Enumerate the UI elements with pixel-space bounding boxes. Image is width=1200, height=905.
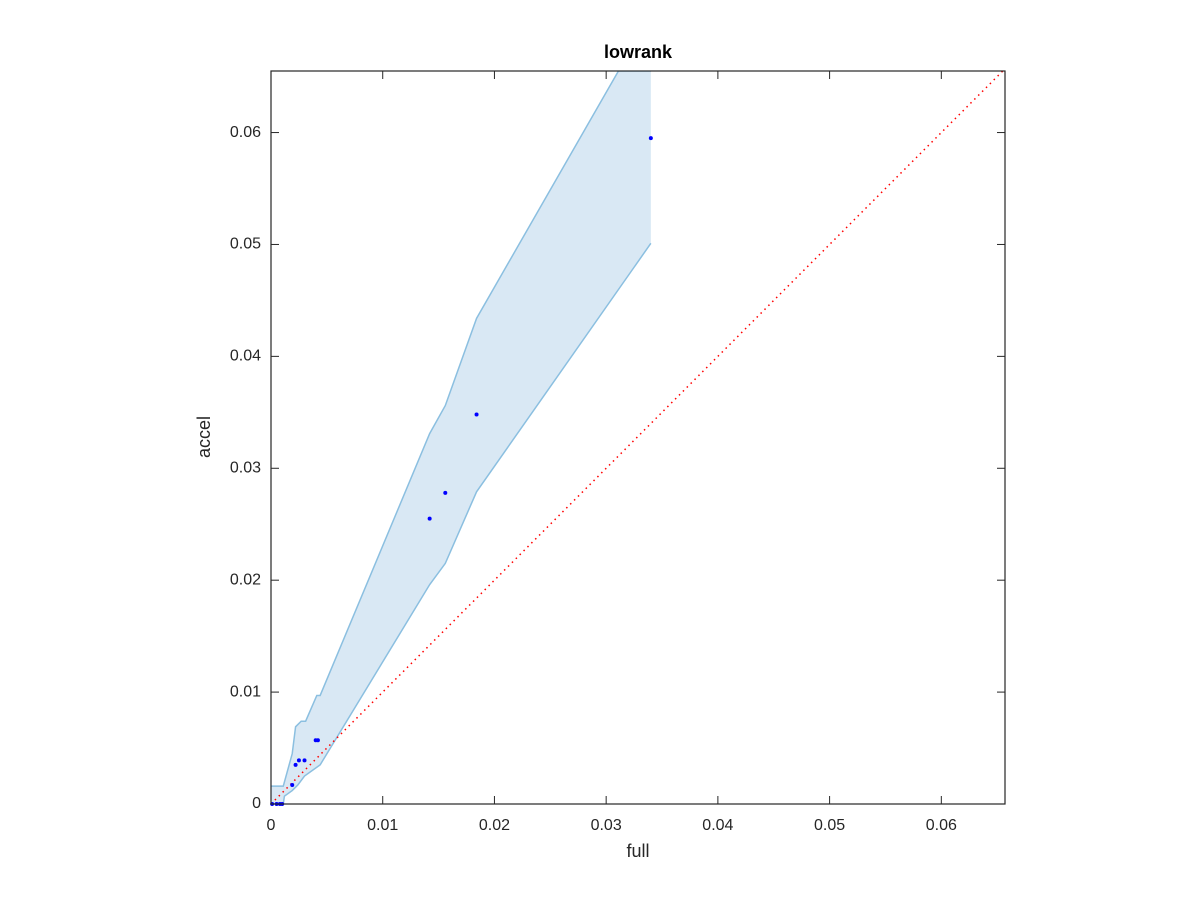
y-tick-label: 0.05 xyxy=(230,236,261,253)
point xyxy=(313,738,318,743)
x-tick-label: 0.01 xyxy=(367,817,398,834)
y-tick-label: 0.01 xyxy=(230,683,261,700)
band-lower xyxy=(271,242,652,804)
chart-title: lowrank xyxy=(604,42,673,62)
x-tick-label: 0.06 xyxy=(926,817,957,834)
band-fill xyxy=(271,71,651,804)
y-tick-label: 0.02 xyxy=(230,571,261,588)
y-tick-label: 0.06 xyxy=(230,124,261,141)
x-tick-label: 0.03 xyxy=(591,817,622,834)
x-tick-label: 0.05 xyxy=(814,817,845,834)
point xyxy=(474,412,479,417)
point xyxy=(290,782,295,787)
y-tick-label: 0.04 xyxy=(230,348,261,365)
point xyxy=(302,758,307,763)
x-tick-label: 0 xyxy=(267,817,276,834)
point xyxy=(293,762,298,767)
x-tick-label: 0.04 xyxy=(702,817,733,834)
reference-line xyxy=(270,70,1004,805)
y-tick-label: 0.03 xyxy=(230,459,261,476)
y-tick-label: 0 xyxy=(252,795,261,812)
point xyxy=(427,516,432,521)
point xyxy=(648,136,653,141)
x-tick-label: 0.02 xyxy=(479,817,510,834)
x-axis-label: full xyxy=(626,841,649,861)
point xyxy=(443,490,448,495)
plot-frame xyxy=(270,70,1006,805)
y-axis-label: accel xyxy=(194,416,214,458)
point xyxy=(296,758,301,763)
band-upper xyxy=(271,71,651,787)
